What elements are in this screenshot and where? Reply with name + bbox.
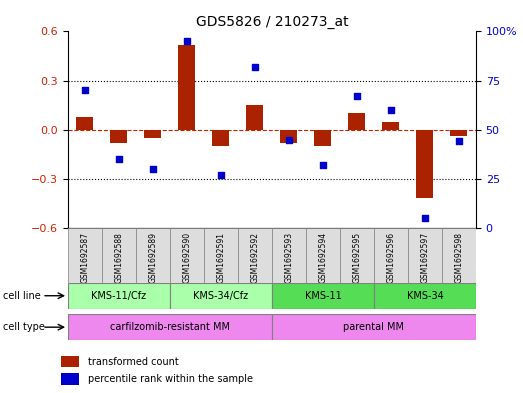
Bar: [110, 130, 128, 143]
Text: GSM1692595: GSM1692595: [353, 232, 361, 283]
Text: GSM1692596: GSM1692596: [386, 232, 395, 283]
Bar: [272, 314, 476, 340]
Bar: [374, 228, 408, 283]
Bar: [348, 113, 366, 130]
Text: KMS-11/Cfz: KMS-11/Cfz: [92, 291, 146, 301]
Bar: [144, 130, 162, 138]
Bar: [170, 283, 272, 309]
Text: carfilzomib-resistant MM: carfilzomib-resistant MM: [110, 322, 230, 332]
Point: [149, 166, 157, 172]
Bar: [102, 228, 136, 283]
Bar: [450, 130, 468, 136]
Text: cell line: cell line: [3, 290, 40, 301]
Title: GDS5826 / 210273_at: GDS5826 / 210273_at: [196, 15, 348, 29]
Bar: [68, 228, 102, 283]
Point: [353, 93, 361, 99]
Text: GSM1692592: GSM1692592: [251, 232, 259, 283]
Bar: [212, 130, 230, 146]
Bar: [68, 283, 170, 309]
Text: GSM1692594: GSM1692594: [319, 232, 327, 283]
Bar: [272, 283, 374, 309]
Bar: [136, 228, 170, 283]
Bar: [280, 130, 298, 143]
Text: transformed count: transformed count: [88, 356, 179, 367]
Point: [81, 87, 89, 94]
Text: GSM1692598: GSM1692598: [454, 232, 463, 283]
Bar: [442, 228, 476, 283]
Bar: [382, 121, 400, 130]
Text: GSM1692587: GSM1692587: [81, 232, 89, 283]
Bar: [178, 44, 196, 130]
Bar: [314, 130, 332, 146]
Bar: [416, 130, 434, 198]
Text: GSM1692590: GSM1692590: [183, 232, 191, 283]
Bar: [306, 228, 340, 283]
Text: KMS-11: KMS-11: [304, 291, 342, 301]
Text: GSM1692593: GSM1692593: [285, 232, 293, 283]
Point: [319, 162, 327, 168]
Text: percentile rank within the sample: percentile rank within the sample: [88, 374, 253, 384]
Point: [420, 215, 429, 221]
Point: [115, 156, 123, 162]
Bar: [170, 228, 204, 283]
Bar: [204, 228, 238, 283]
Bar: [76, 117, 94, 130]
Text: KMS-34/Cfz: KMS-34/Cfz: [194, 291, 248, 301]
Text: GSM1692591: GSM1692591: [217, 232, 225, 283]
Text: KMS-34: KMS-34: [406, 291, 444, 301]
Point: [454, 138, 463, 145]
Bar: [340, 228, 374, 283]
Bar: [272, 228, 306, 283]
Point: [183, 38, 191, 44]
Text: GSM1692589: GSM1692589: [149, 232, 157, 283]
Bar: [408, 228, 442, 283]
Point: [285, 136, 293, 143]
Text: GSM1692597: GSM1692597: [420, 232, 429, 283]
Text: GSM1692588: GSM1692588: [115, 232, 123, 283]
Bar: [68, 314, 272, 340]
Bar: [61, 373, 79, 385]
Bar: [238, 228, 272, 283]
Text: cell type: cell type: [3, 322, 44, 332]
Point: [251, 64, 259, 70]
Bar: [61, 356, 79, 367]
Bar: [374, 283, 476, 309]
Point: [217, 172, 225, 178]
Text: parental MM: parental MM: [344, 322, 404, 332]
Point: [386, 107, 395, 113]
Bar: [246, 105, 264, 130]
